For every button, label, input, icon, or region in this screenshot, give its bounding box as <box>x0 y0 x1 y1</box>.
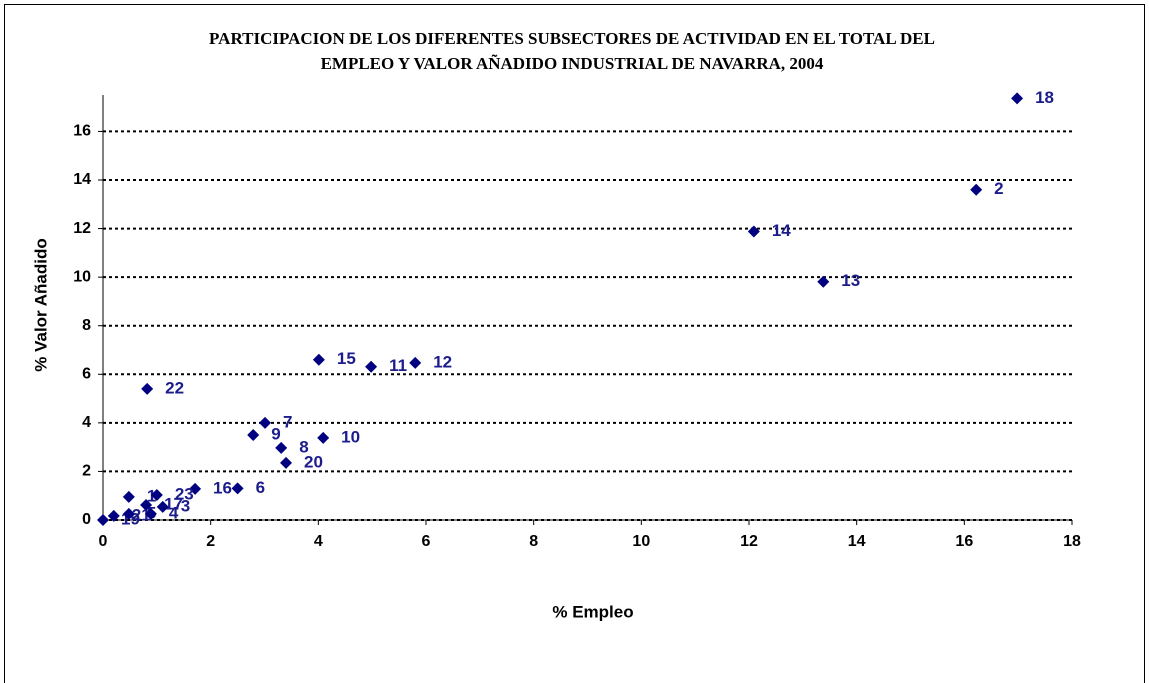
data-point <box>156 500 169 513</box>
data-point <box>1011 92 1024 105</box>
point-label: 8 <box>299 437 308 456</box>
data-point <box>312 353 325 366</box>
x-tick-label: 0 <box>99 533 108 550</box>
point-label: 15 <box>337 349 356 368</box>
y-tick-label: 2 <box>82 463 91 480</box>
point-label: 11 <box>389 356 407 375</box>
data-point <box>122 507 135 520</box>
data-point <box>365 360 378 373</box>
x-tick-label: 10 <box>632 533 650 550</box>
data-point <box>409 356 422 369</box>
data-point <box>747 225 760 238</box>
data-point <box>140 498 153 511</box>
data-point <box>150 488 163 501</box>
point-label: 7 <box>283 412 292 431</box>
chart-title: PARTICIPACION DE LOS DIFERENTES SUBSECTO… <box>209 29 935 48</box>
x-axis-label: % Empleo <box>552 602 633 621</box>
point-label: 2 <box>994 179 1003 198</box>
point-label: 17 <box>164 494 183 513</box>
point-label: 22 <box>165 378 184 397</box>
data-point <box>280 456 293 469</box>
chart-title: EMPLEO Y VALOR AÑADIDO INDUSTRIAL DE NAV… <box>321 54 824 73</box>
data-point <box>122 490 135 503</box>
y-tick-label: 10 <box>73 268 91 285</box>
point-label: 4 <box>169 503 179 522</box>
point-label: 20 <box>304 452 323 471</box>
x-tick-label: 8 <box>529 533 538 550</box>
y-tick-label: 8 <box>82 317 91 334</box>
point-label: 9 <box>271 424 280 443</box>
y-tick-label: 16 <box>73 123 91 140</box>
point-label: 6 <box>256 478 265 497</box>
y-tick-label: 6 <box>82 366 91 383</box>
data-point <box>275 441 288 454</box>
x-tick-label: 14 <box>848 533 866 550</box>
data-point <box>231 482 244 495</box>
data-point <box>97 514 109 526</box>
y-tick-label: 4 <box>82 414 91 431</box>
y-tick-label: 14 <box>73 171 91 188</box>
data-point <box>247 429 260 441</box>
data-point <box>817 275 830 288</box>
data-point <box>259 416 272 429</box>
data-point <box>144 507 157 520</box>
data-point <box>141 382 154 395</box>
point-label: 3 <box>181 496 190 515</box>
x-tick-label: 6 <box>422 533 431 550</box>
point-label: 18 <box>1035 88 1054 107</box>
point-label: 23 <box>175 484 194 503</box>
x-tick-label: 2 <box>206 533 215 550</box>
point-label: 16 <box>213 478 232 497</box>
data-point <box>970 183 983 196</box>
y-tick-label: 12 <box>73 220 91 237</box>
chart-border <box>4 4 1145 683</box>
point-label: 10 <box>341 427 360 446</box>
x-tick-label: 4 <box>314 533 323 550</box>
y-tick-label: 0 <box>82 511 91 528</box>
point-label: 1 <box>147 486 156 505</box>
point-label: 13 <box>841 271 860 290</box>
data-point <box>317 431 330 444</box>
x-tick-label: 18 <box>1063 533 1081 550</box>
data-point <box>107 509 120 522</box>
x-tick-label: 16 <box>955 533 973 550</box>
point-label: 14 <box>772 221 791 240</box>
x-tick-label: 12 <box>740 533 758 550</box>
data-point <box>189 482 202 495</box>
y-axis-label: % Valor Añadido <box>31 238 50 372</box>
point-label: 12 <box>433 352 452 371</box>
